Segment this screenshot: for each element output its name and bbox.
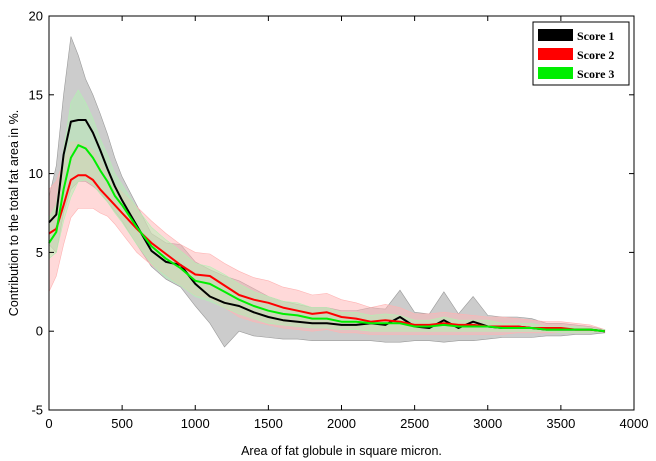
legend-swatch xyxy=(538,67,573,79)
x-tick-label: 2500 xyxy=(400,416,429,431)
x-tick-label: 1000 xyxy=(181,416,210,431)
y-tick-label: 0 xyxy=(36,324,43,339)
x-tick-label: 500 xyxy=(111,416,133,431)
legend-label: Score 3 xyxy=(577,67,614,81)
y-tick-label: -5 xyxy=(31,403,43,418)
x-tick-label: 1500 xyxy=(254,416,283,431)
x-axis-label: Area of fat globule in square micron. xyxy=(241,444,442,458)
line-score-2 xyxy=(48,174,605,333)
legend-swatch xyxy=(538,29,573,41)
y-tick-label: 10 xyxy=(29,166,43,181)
x-tick-label: 0 xyxy=(45,416,52,431)
y-tick-label: 5 xyxy=(36,245,43,260)
x-tick-label: 2000 xyxy=(327,416,356,431)
legend-label: Score 1 xyxy=(577,29,614,43)
legend: Score 1 Score 2 Score 3 xyxy=(532,21,630,86)
x-tick-label: 3500 xyxy=(546,416,575,431)
y-axis-label: Contribution to the total fat area in %. xyxy=(7,110,21,316)
legend-swatch xyxy=(538,48,573,60)
x-tick-label: 4000 xyxy=(620,416,649,431)
y-tick-label: 15 xyxy=(29,87,43,102)
x-tick-label: 3000 xyxy=(473,416,502,431)
x-axis-ticks: 0 500 1000 1500 2000 2500 3000 3500 4000 xyxy=(45,16,648,431)
y-tick-label: 20 xyxy=(29,9,43,24)
line-score-3 xyxy=(48,144,605,333)
y-axis-ticks: -5 0 5 10 15 20 xyxy=(29,9,634,418)
legend-label: Score 2 xyxy=(577,48,614,62)
series-lines xyxy=(48,119,605,333)
